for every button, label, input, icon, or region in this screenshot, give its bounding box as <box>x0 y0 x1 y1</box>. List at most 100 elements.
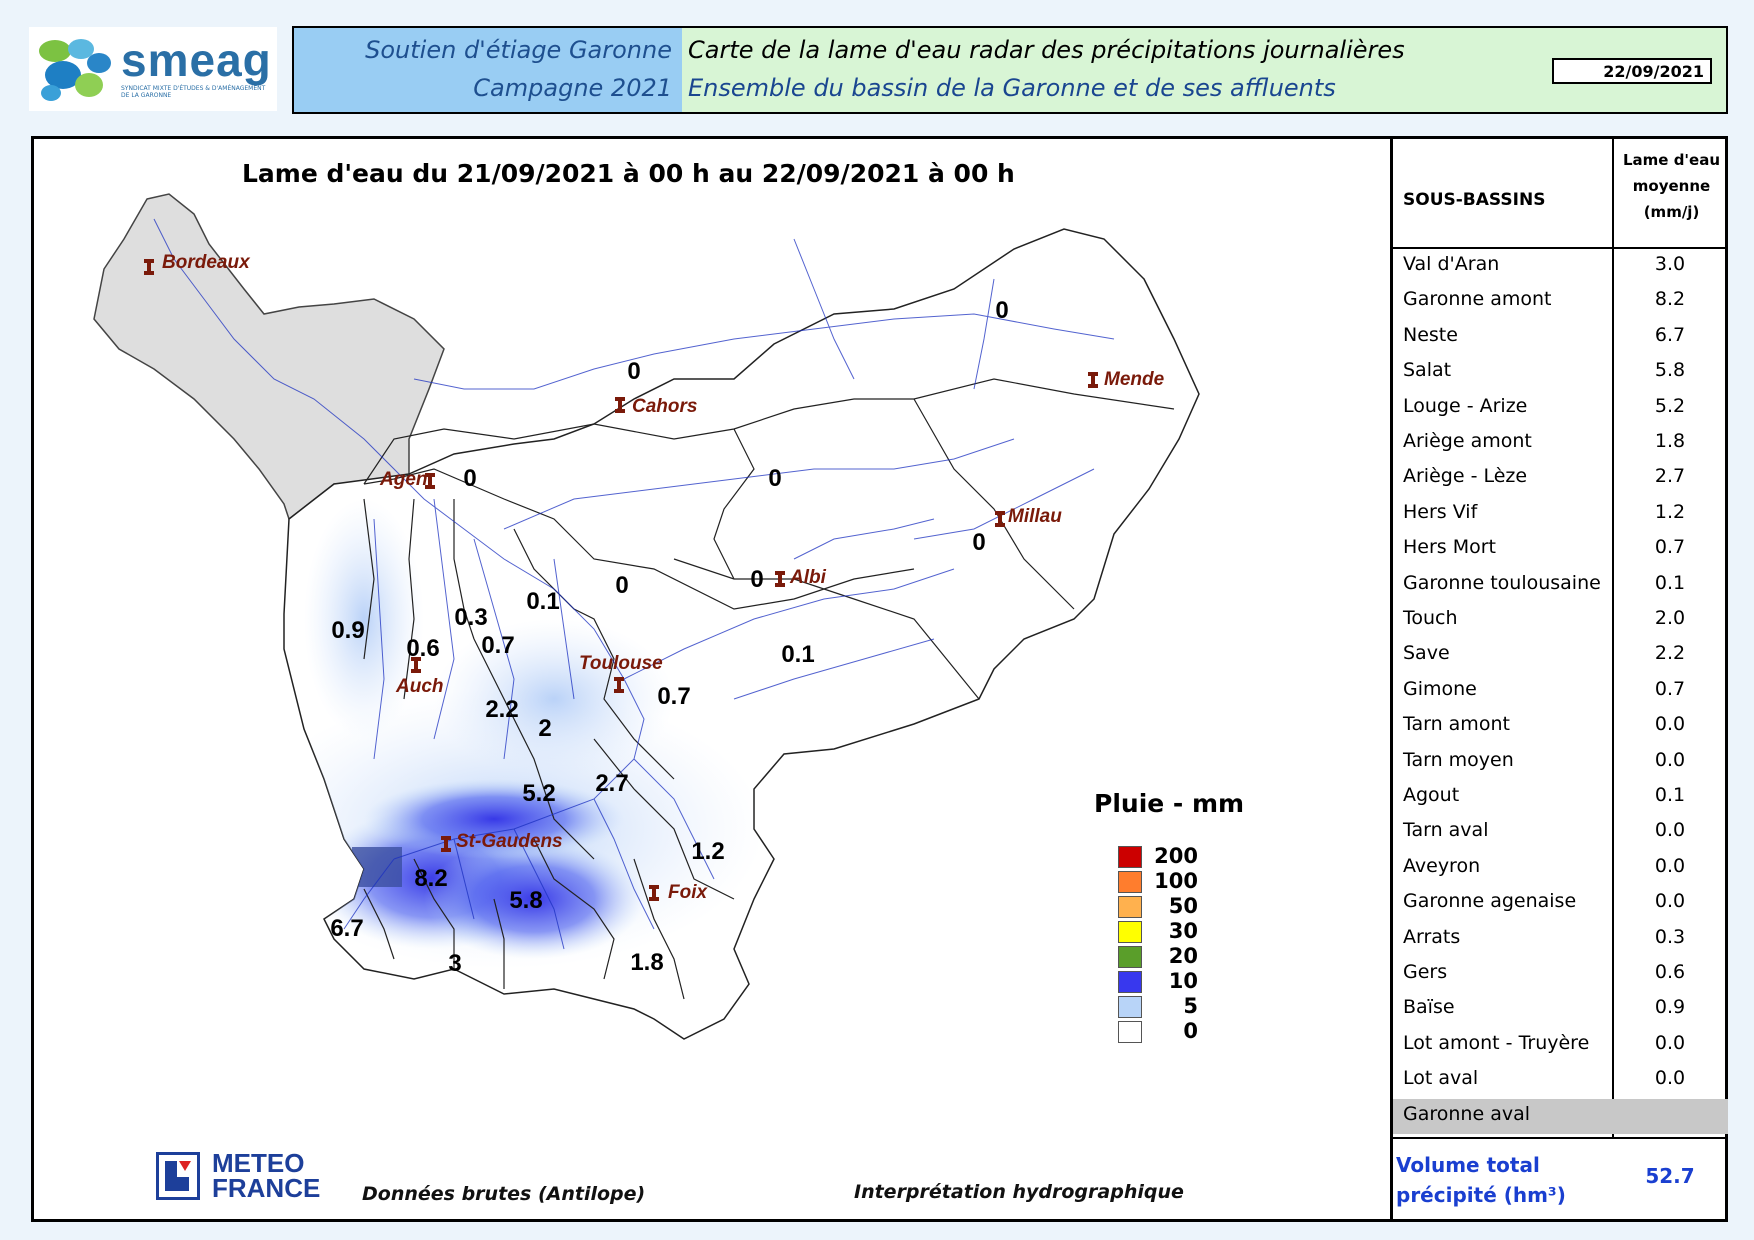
table-row: Garonne agenaise 0.0 <box>1393 886 1728 921</box>
value-aveyron: 0 <box>768 465 782 492</box>
table-row: Gers 0.6 <box>1393 957 1728 992</box>
city-label: Albi <box>790 567 826 588</box>
sub-basin-name: Neste <box>1403 323 1458 346</box>
legend-swatch <box>1118 996 1142 1018</box>
sub-basin-name: Ariège amont <box>1403 430 1532 452</box>
sub-basin-value: 5.2 <box>1654 394 1686 417</box>
header-left-line1: Soutien d'étiage Garonne <box>365 36 672 64</box>
table-header-name: SOUS-BASSINS <box>1403 190 1546 210</box>
city-label: Auch <box>396 676 444 697</box>
legend-label: 0 <box>1183 1019 1198 1043</box>
legend-label: 100 <box>1154 869 1198 893</box>
logo-brand: smeag <box>121 34 272 86</box>
sub-basin-name: Salat <box>1403 359 1452 382</box>
sub-basin-name: Lot amont - Truyère <box>1403 1031 1590 1054</box>
table-row: Salat 5.8 <box>1393 355 1728 390</box>
pin-icon <box>425 473 435 489</box>
meteo-france-emblem-icon <box>156 1152 200 1200</box>
legend-swatch <box>1118 921 1142 943</box>
table-row: Ariège amont 1.8 <box>1393 426 1728 461</box>
table-row: Tarn amont 0.0 <box>1393 709 1728 744</box>
meteo-france-line1: METEO <box>212 1148 305 1178</box>
value-hers-mort: 0.7 <box>657 683 691 710</box>
value-arrats: 0.3 <box>454 604 488 631</box>
legend-swatch <box>1118 946 1142 968</box>
table-header-value-line3: (mm/j) <box>1643 203 1700 221</box>
sub-basin-value: 0.7 <box>1654 536 1686 559</box>
city-label: Mende <box>1104 369 1165 390</box>
sub-basin-name: Garonne agenaise <box>1403 890 1577 913</box>
sub-basin-name: Agout <box>1403 784 1460 806</box>
table-footer-divider <box>1393 1137 1728 1139</box>
sub-basin-value: 2.0 <box>1654 607 1686 629</box>
city-label: Agen <box>380 469 428 490</box>
pin-icon <box>441 836 451 852</box>
city-label: Foix <box>668 882 708 903</box>
value-ariege-leze: 2.7 <box>595 770 629 797</box>
table-row: Garonne amont 8.2 <box>1393 284 1728 319</box>
map-title: Lame d'eau du 21/09/2021 à 00 h au 22/09… <box>242 159 1015 188</box>
sub-basin-value: 0.0 <box>1654 819 1686 842</box>
city-label: Bordeaux <box>162 252 250 273</box>
value-hers-vif: 1.2 <box>691 838 725 865</box>
map-frame: Lame d'eau du 21/09/2021 à 00 h au 22/09… <box>31 136 1728 1222</box>
sub-basin-name: Garonne aval <box>1403 1102 1531 1125</box>
value-gimone: 0.7 <box>481 632 515 659</box>
sub-basin-value: 0.3 <box>1654 925 1686 948</box>
sub-basin-value: 0.6 <box>1654 961 1686 983</box>
sub-basin-name: Aveyron <box>1403 854 1481 877</box>
pin-icon <box>144 259 154 275</box>
sub-basin-value: 0.0 <box>1654 748 1686 771</box>
table-header-value-line2: moyenne <box>1632 177 1711 195</box>
sub-basin-name: Ariège - Lèze <box>1403 465 1528 488</box>
sub-basin-value: 0.9 <box>1654 996 1686 1019</box>
legend-label: 20 <box>1168 944 1198 968</box>
sub-basin-name: Tarn amont <box>1403 713 1510 736</box>
legend-swatch <box>1118 971 1142 993</box>
header-left: Soutien d'étiage Garonne Campagne 2021 <box>294 28 682 112</box>
sub-basin-value: 0.0 <box>1654 1067 1686 1090</box>
sub-basin-name: Touch <box>1403 607 1458 629</box>
table-row: Hers Mort 0.7 <box>1393 532 1728 567</box>
sub-basin-name: Tarn moyen <box>1403 748 1514 771</box>
table-row: Tarn aval 0.0 <box>1393 815 1728 850</box>
sub-basin-value: 8.2 <box>1654 288 1686 311</box>
table-row: Garonne toulousaine 0.1 <box>1393 568 1728 603</box>
table-row: Arrats 0.3 <box>1393 922 1728 957</box>
sub-basin-name: Garonne toulousaine <box>1403 571 1601 594</box>
sub-basin-value: 0.0 <box>1654 1031 1686 1054</box>
table-header-value: Lame d'eau moyenne (mm/j) <box>1615 147 1728 225</box>
pin-icon <box>649 885 659 901</box>
sub-basin-value: 1.2 <box>1654 500 1686 523</box>
basin-map <box>93 193 1200 1040</box>
value-save: 2.2 <box>485 696 519 723</box>
sub-basin-name: Garonne amont <box>1403 288 1552 311</box>
table-row: Louge - Arize 5.2 <box>1393 391 1728 426</box>
volume-label: Volume total précipité (hm³) <box>1396 1150 1566 1210</box>
sub-basin-name: Val d'Aran <box>1403 253 1500 275</box>
sub-basin-value: 0.7 <box>1654 677 1686 700</box>
value-garonne-amont: 8.2 <box>414 865 448 892</box>
table-row: Agout 0.1 <box>1393 780 1728 815</box>
note-interpretation: Interprétation hydrographique <box>854 1181 1184 1203</box>
header-left-line2: Campagne 2021 <box>473 74 672 102</box>
sub-basin-name: Arrats <box>1403 925 1461 948</box>
sub-basin-name: Louge - Arize <box>1403 394 1528 417</box>
header-date: 22/09/2021 <box>1552 58 1712 84</box>
volume-value: 52.7 <box>1645 1164 1695 1188</box>
header-subtitle: Ensemble du bassin de la Garonne et de s… <box>688 74 1336 102</box>
meteo-france-logo: METEO FRANCE <box>156 1150 346 1202</box>
table-row: Garonne aval <box>1393 1098 1728 1134</box>
pin-icon <box>615 397 625 413</box>
table-row: Val d'Aran 3.0 <box>1393 249 1728 284</box>
header-title: Carte de la lame d'eau radar des précipi… <box>688 36 1405 64</box>
legend-label: 200 <box>1154 844 1198 868</box>
sub-basin-value: 5.8 <box>1654 359 1686 382</box>
value-touch: 2 <box>538 715 552 742</box>
table-row: Baïse 0.9 <box>1393 992 1728 1027</box>
legend-swatch <box>1118 1021 1142 1043</box>
volume-label-line1: Volume total <box>1396 1153 1540 1177</box>
value-lot-aval: 0 <box>627 358 641 385</box>
value-salat: 5.8 <box>509 887 543 914</box>
sub-basin-name: Gers <box>1403 961 1448 983</box>
